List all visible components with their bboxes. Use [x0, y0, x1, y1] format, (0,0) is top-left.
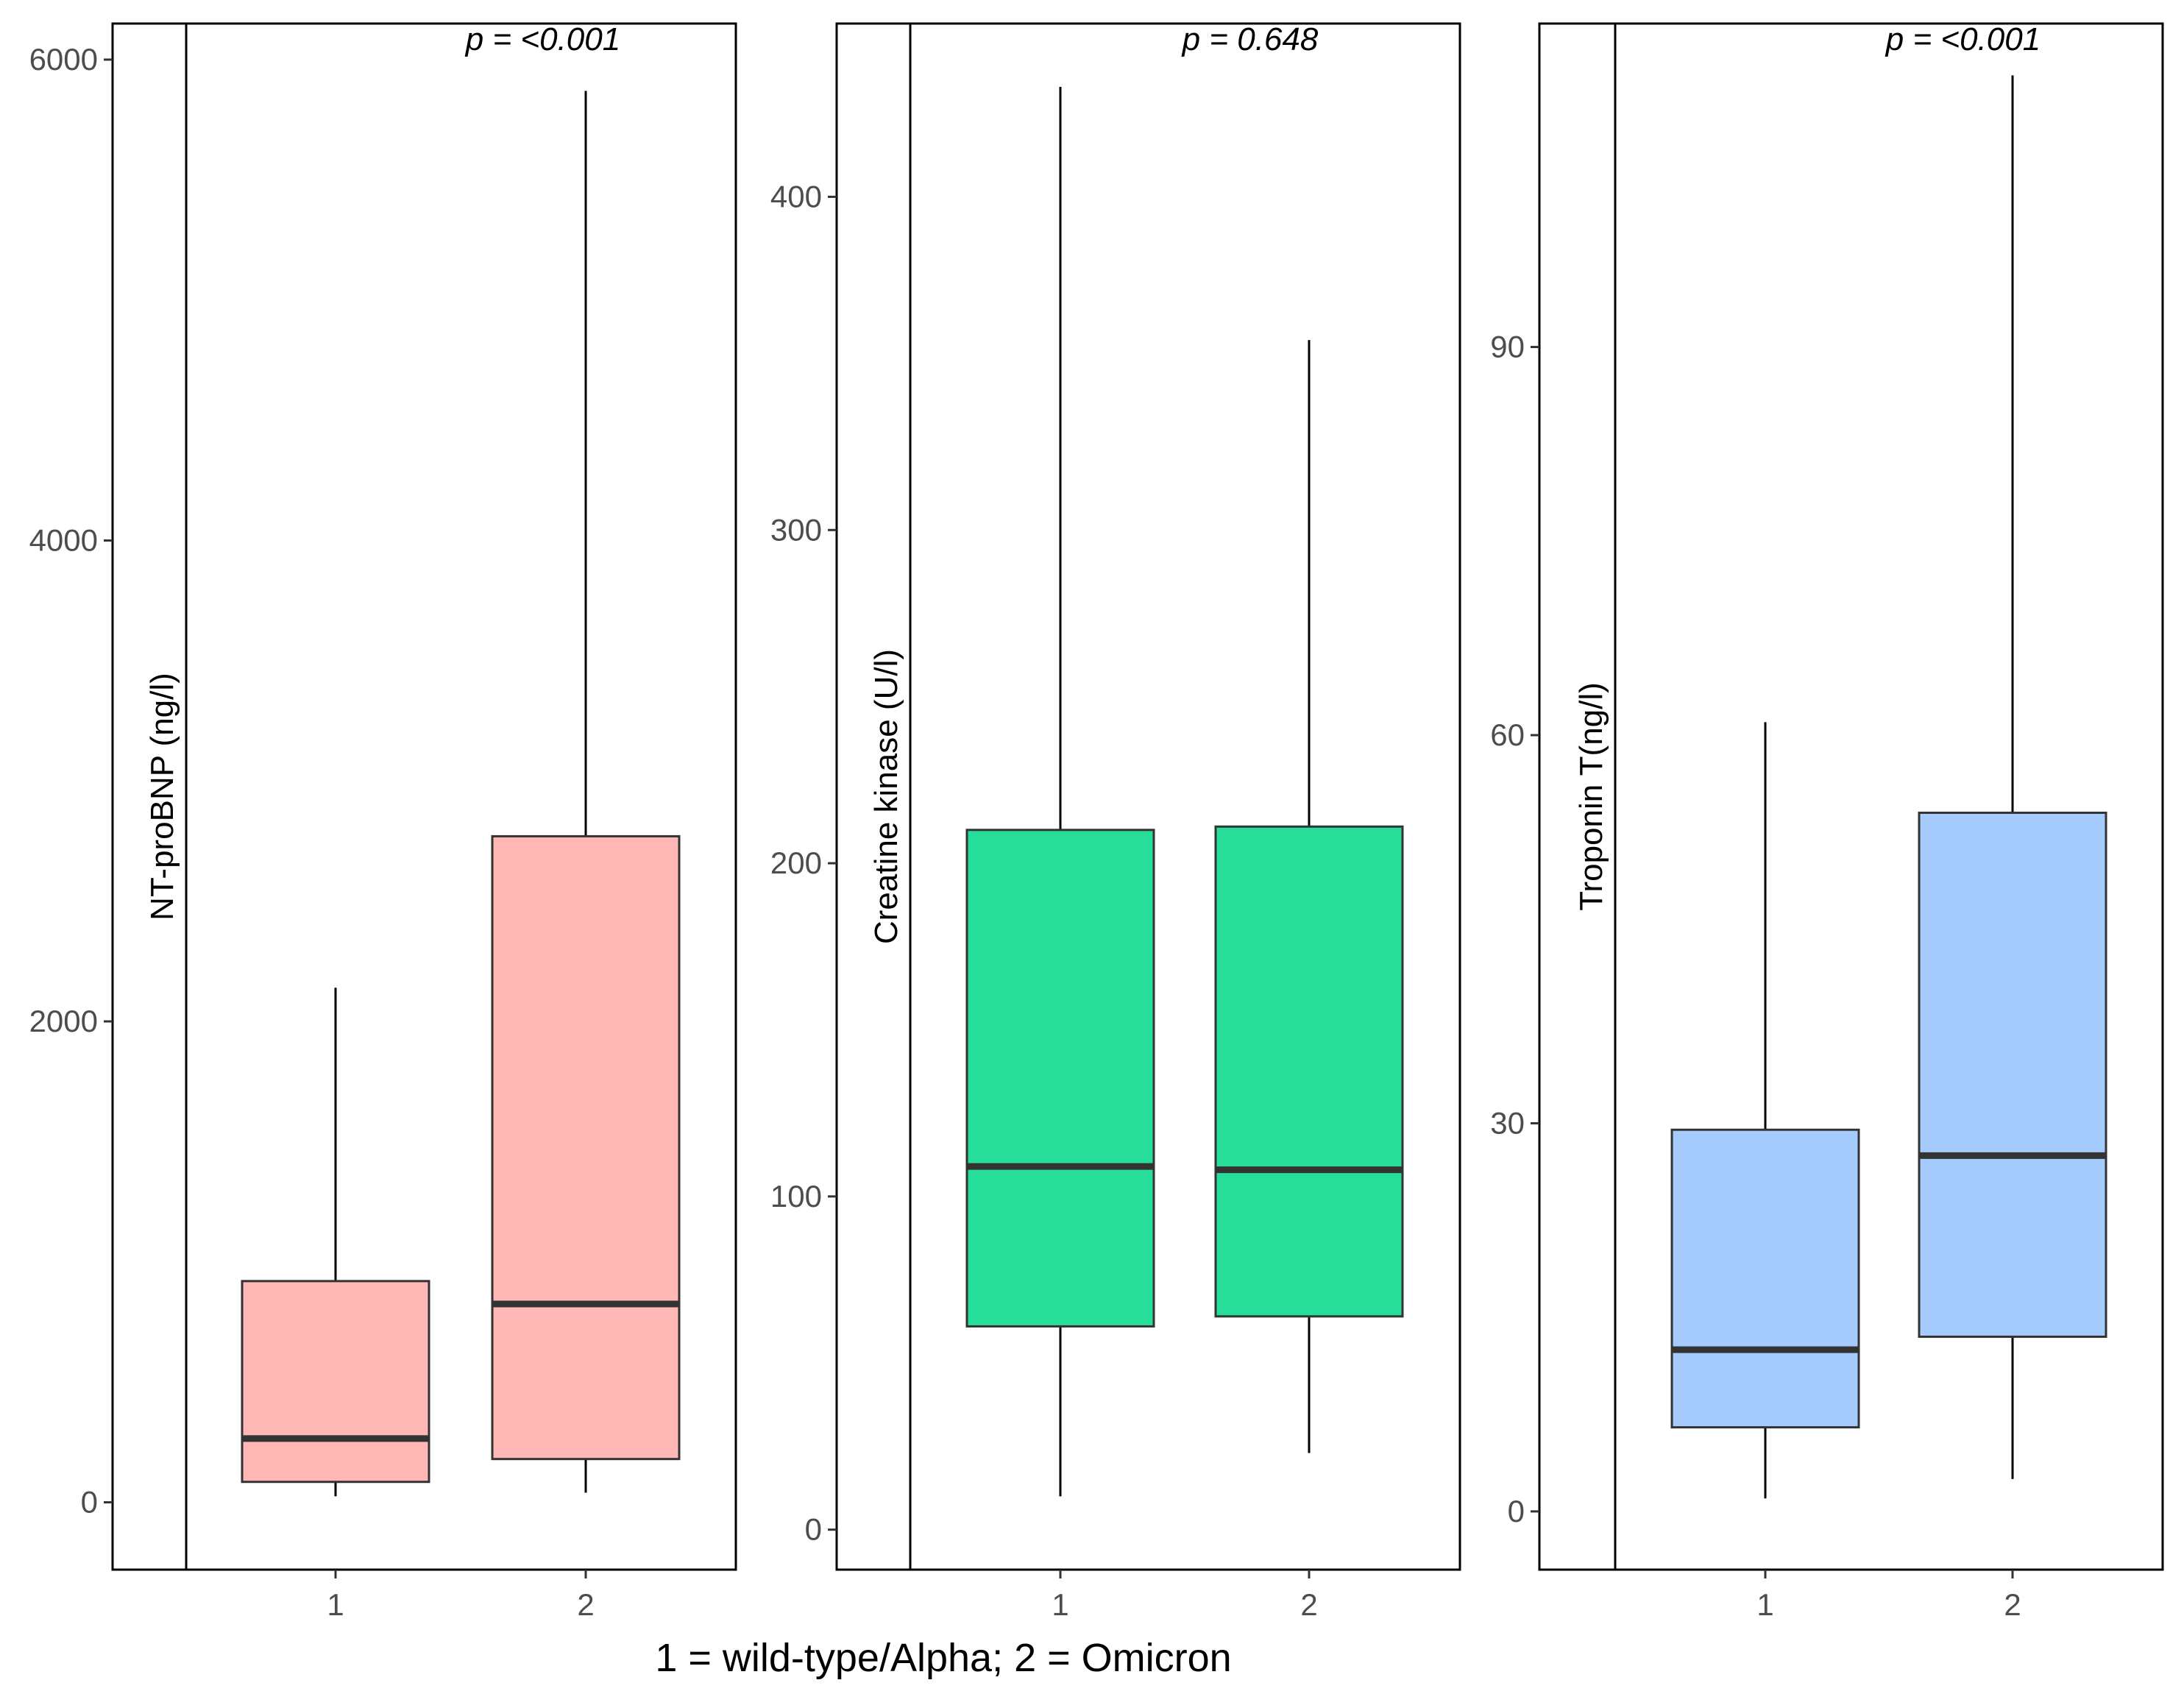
ntprobnp-xtick-label-1: 1 [327, 1587, 344, 1622]
ntprobnp-y-axis-title: NT-proBNP (ng/l) [144, 673, 180, 921]
creatine-kinase-ytick-label-400: 400 [770, 179, 822, 213]
troponin-t-box-2 [1918, 811, 2107, 1339]
troponin-t-panel-border [1538, 22, 2164, 1571]
ntprobnp-ytick-label-6000: 6000 [29, 42, 98, 77]
troponin-t-y-axis-title: Troponin T(ng/l) [1573, 682, 1609, 911]
troponin-t-ytick-label-0: 0 [1508, 1494, 1525, 1528]
troponin-t-xtick-label-1: 1 [1756, 1587, 1773, 1622]
troponin-t-ytick-label-60: 60 [1490, 717, 1525, 752]
troponin-t-ytick-label-30: 30 [1490, 1105, 1525, 1140]
panel-troponin-t: 0 30 60 90 Troponin T(ng/l) p = <0.001 1 2 [1490, 21, 2164, 1622]
creatine-kinase-ytick-label-300: 300 [770, 512, 822, 547]
panel-creatine-kinase: 0 100 200 300 400 Creatine kinase (U/l) p = 0.… [770, 21, 1461, 1622]
troponin-t-p-value: p = <0.001 [1885, 21, 2041, 57]
ntprobnp-ytick-label-2000: 2000 [29, 1004, 98, 1038]
troponin-t-ytick-label-90: 90 [1490, 330, 1525, 364]
creatine-kinase-box-2 [1214, 825, 1404, 1318]
creatine-kinase-p-value: p = 0.648 [1181, 21, 1319, 57]
ntprobnp-p-value: p = <0.001 [464, 21, 620, 57]
creatine-kinase-ytick-label-100: 100 [770, 1179, 822, 1213]
creatine-kinase-box-1 [965, 829, 1155, 1328]
creatine-kinase-ytick-label-200: 200 [770, 846, 822, 880]
creatine-kinase-panel-border [835, 22, 1461, 1571]
x-axis-title: 1 = wild-type/Alpha; 2 = Omicron [655, 1636, 1231, 1680]
panel-ntprobnp: 0 2000 4000 6000 NT-proBNP (ng/l) p = <0.001 1… [29, 21, 737, 1622]
ntprobnp-ytick-label-0: 0 [81, 1485, 98, 1520]
ntprobnp-box-2 [491, 834, 681, 1461]
ntprobnp-ytick-label-4000: 4000 [29, 523, 98, 558]
creatine-kinase-y-axis-title: Creatine kinase (U/l) [868, 649, 904, 944]
creatine-kinase-xtick-label-1: 1 [1052, 1587, 1068, 1622]
creatine-kinase-ytick-label-0: 0 [805, 1512, 822, 1547]
ntprobnp-xtick-label-2: 2 [577, 1587, 594, 1622]
troponin-t-box-1 [1670, 1128, 1860, 1429]
ntprobnp-box-1 [241, 1280, 430, 1484]
ntprobnp-panel-border [111, 22, 737, 1571]
creatine-kinase-xtick-label-2: 2 [1300, 1587, 1317, 1622]
troponin-t-xtick-label-2: 2 [2004, 1587, 2021, 1622]
